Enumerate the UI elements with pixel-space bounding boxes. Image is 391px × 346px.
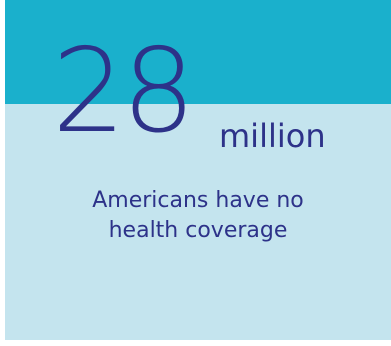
- stat-unit: million: [219, 117, 326, 155]
- card-top-band: [5, 0, 391, 104]
- stat-caption-line2: health coverage: [108, 218, 288, 243]
- stat-card: 28 million Americans have no health cove…: [5, 0, 391, 340]
- stat-caption: Americans have no health coverage: [5, 186, 391, 246]
- stat-caption-line1: Americans have no: [92, 188, 304, 213]
- stat-number: 28: [52, 24, 196, 159]
